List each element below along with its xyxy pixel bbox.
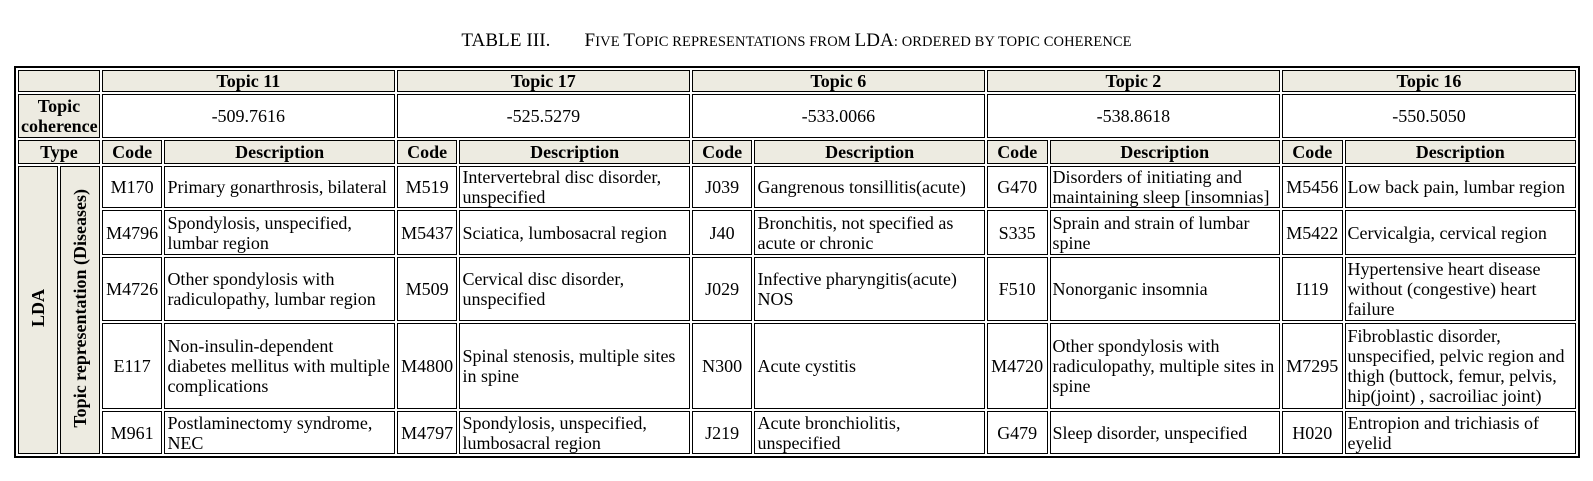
description-header: Description [1344,140,1576,164]
code-cell: M509 [396,257,458,321]
caption-part: F [584,30,596,51]
coherence-value: -533.0066 [691,94,985,138]
table-title: FIVE TOPIC REPRESENTATIONS FROM LDA: ORD… [585,30,1132,51]
topic-header: Topic 17 [396,70,690,92]
description-cell: Non-insulin-dependent diabetes mellitus … [164,323,395,409]
caption-part: OPIC REPRESENTATIONS FROM [635,34,855,50]
description-cell: Sleep disorder, unspecified [1049,411,1280,454]
code-cell: M5456 [1281,166,1343,208]
coherence-value: -509.7616 [101,94,395,138]
code-cell: M4797 [396,411,458,454]
code-header: Code [396,140,458,164]
table-row: E117 Non-insulin-dependent diabetes melli… [18,323,1576,409]
code-cell: M170 [101,166,163,208]
description-cell: Spinal stenosis, multiple sites in spine [459,323,690,409]
code-cell: J029 [691,257,753,321]
caption-part: IVE [595,34,624,50]
topic-header: Topic 6 [691,70,985,92]
code-cell: I119 [1281,257,1343,321]
corner-cell [18,70,100,92]
code-cell: J40 [691,210,753,255]
code-cell: H020 [1281,411,1343,454]
coherence-row: Topic coherence -509.7616 -525.5279 -533.0… [18,94,1576,138]
code-cell: M961 [101,411,163,454]
description-header: Description [459,140,690,164]
code-cell: F510 [986,257,1048,321]
type-header-row: Type Code Description Code Description Code D… [18,140,1576,164]
topic-header-row: Topic 11 Topic 17 Topic 6 Topic 2 Topic 16 [18,70,1576,92]
code-cell: S335 [986,210,1048,255]
description-cell: Acute cystitis [754,323,985,409]
description-cell: Infective pharyngitis(acute) NOS [754,257,985,321]
table-number: TABLE III. [461,30,551,51]
description-header: Description [164,140,395,164]
code-cell: M7295 [1281,323,1343,409]
code-cell: J039 [691,166,753,208]
topic-header: Topic 16 [1281,70,1576,92]
topic-header: Topic 2 [986,70,1280,92]
code-header: Code [101,140,163,164]
description-cell: Intervertebral disc disorder, unspecifie… [459,166,690,208]
coherence-value: -550.5050 [1281,94,1576,138]
description-cell: Other spondylosis with radiculopathy, lu… [164,257,395,321]
description-cell: Disorders of initiating and maintaining … [1049,166,1280,208]
table-row: LDA Topic representation (Diseases) M170 Pr… [18,166,1576,454]
description-cell: Acute bronchiolitis, unspecified [754,411,985,454]
code-cell: M519 [396,166,458,208]
description-cell: Spondylosis, unspecified, lumbosacral re… [459,411,690,454]
code-cell: M5437 [396,210,458,255]
description-header: Description [1049,140,1280,164]
topic-header: Topic 11 [101,70,395,92]
code-cell: M4720 [986,323,1048,409]
description-cell: Entropion and trichiasis of eyelid [1344,411,1576,454]
code-header: Code [986,140,1048,164]
table-row: M4796 Spondylosis, unspecified, lumbar re… [18,210,1576,255]
topic-representation-text: Topic representation (Diseases) [70,188,91,428]
code-cell: G479 [986,411,1048,454]
code-cell: E117 [101,323,163,409]
description-cell: Primary gonarthrosis, bilateral [164,166,395,208]
table-caption: TABLE III. FIVE TOPIC REPRESENTATIONS FRO… [0,30,1593,52]
lda-label: LDA [18,166,59,454]
description-cell: Postlaminectomy syndrome, NEC [164,411,395,454]
code-cell: N300 [691,323,753,409]
topic-coherence-label: Topic coherence [18,94,100,138]
code-cell: J219 [691,411,753,454]
description-cell: Cervicalgia, cervical region [1344,210,1576,255]
description-header: Description [754,140,985,164]
code-header: Code [1281,140,1343,164]
code-cell: M4726 [101,257,163,321]
table-row: M961 Postlaminectomy syndrome, NEC M4797 Sp… [18,411,1576,454]
code-cell: M4800 [396,323,458,409]
description-cell: Sprain and strain of lumbar spine [1049,210,1280,255]
type-label: Type [18,140,100,164]
caption-part: LDA [854,30,894,51]
caption-part: : ORDERED BY TOPIC COHERENCE [893,34,1132,50]
lda-label-text: LDA [28,288,49,327]
description-cell: Gangrenous tonsillitis(acute) [754,166,985,208]
code-cell: M4796 [101,210,163,255]
table-row: M4726 Other spondylosis with radiculopath… [18,257,1576,321]
description-cell: Nonorganic insomnia [1049,257,1280,321]
topic-representation-label: Topic representation (Diseases) [60,166,100,454]
description-cell: Sciatica, lumbosacral region [459,210,690,255]
caption-part: T [623,30,636,51]
coherence-value: -538.8618 [986,94,1280,138]
code-cell: M5422 [1281,210,1343,255]
description-cell: Hypertensive heart disease without (cong… [1344,257,1576,321]
description-cell: Spondylosis, unspecified, lumbar region [164,210,395,255]
description-cell: Low back pain, lumbar region [1344,166,1576,208]
topics-table: Topic 11 Topic 17 Topic 6 Topic 2 Topic 16 T… [14,66,1580,458]
code-header: Code [691,140,753,164]
description-cell: Bronchitis, not specified as acute or ch… [754,210,985,255]
description-cell: Cervical disc disorder, unspecified [459,257,690,321]
description-cell: Other spondylosis with radiculopathy, mu… [1049,323,1280,409]
coherence-value: -525.5279 [396,94,690,138]
code-cell: G470 [986,166,1048,208]
description-cell: Fibroblastic disorder, unspecified, pelv… [1344,323,1576,409]
